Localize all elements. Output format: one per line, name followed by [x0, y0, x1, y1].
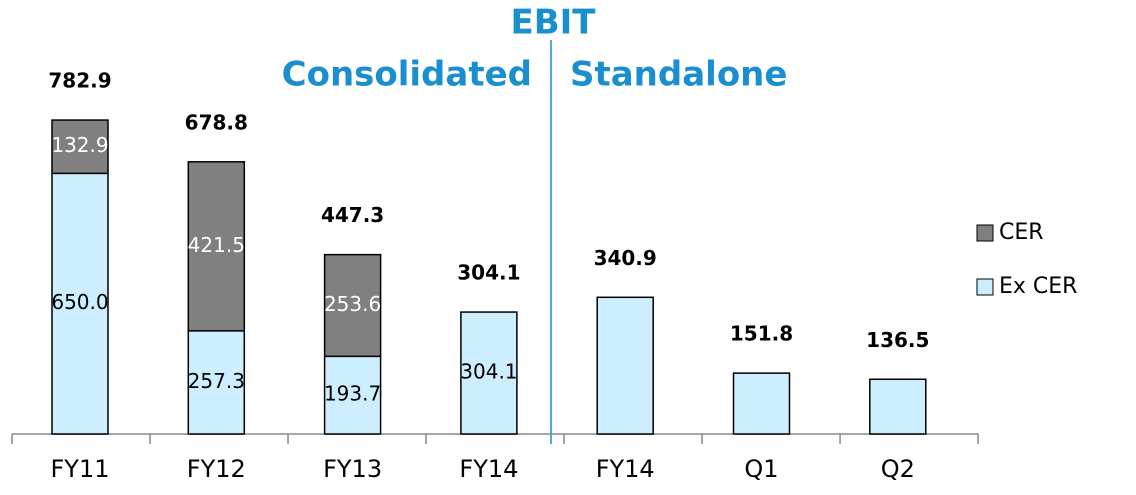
x-tick-label: FY13 [323, 455, 382, 483]
x-tick-label: Q1 [744, 455, 778, 483]
legend-label: CER [999, 220, 1044, 245]
total-label: 136.5 [866, 328, 929, 352]
x-tick-label: Q2 [881, 455, 915, 483]
data-label: 304.1 [460, 360, 517, 384]
legend-label: Ex CER [999, 274, 1077, 299]
bar-segment [596, 296, 654, 435]
total-label: 151.8 [730, 322, 793, 346]
x-tick-label: FY14 [596, 455, 655, 483]
data-label: 193.7 [324, 382, 381, 406]
total-label: 304.1 [457, 261, 520, 285]
data-label: 253.6 [324, 292, 381, 316]
chart-title: EBIT [511, 3, 597, 43]
data-label: 257.3 [188, 369, 245, 393]
x-tick-label: FY11 [50, 455, 109, 483]
x-tick-label: FY14 [459, 455, 518, 483]
data-label: 132.9 [51, 133, 108, 157]
legend-swatch [976, 278, 994, 296]
bar-segment [869, 378, 927, 435]
bar-segment [323, 253, 382, 358]
bar-segment [187, 330, 246, 435]
legend-swatch [976, 224, 994, 242]
total-label: 678.8 [185, 110, 248, 134]
group-label: Consolidated [282, 55, 532, 95]
total-label: 782.9 [48, 69, 111, 93]
group-label: Standalone [570, 55, 787, 95]
bar-segment [323, 355, 382, 435]
total-label: 340.9 [594, 246, 657, 270]
bar-segment [51, 119, 109, 175]
bar-segment [732, 372, 791, 435]
bar-segment [460, 311, 518, 435]
data-label: 650.0 [51, 290, 108, 314]
x-tick-label: FY12 [187, 455, 246, 483]
bar-segment [187, 161, 246, 332]
total-label: 447.3 [321, 203, 384, 227]
data-label: 421.5 [188, 233, 245, 257]
